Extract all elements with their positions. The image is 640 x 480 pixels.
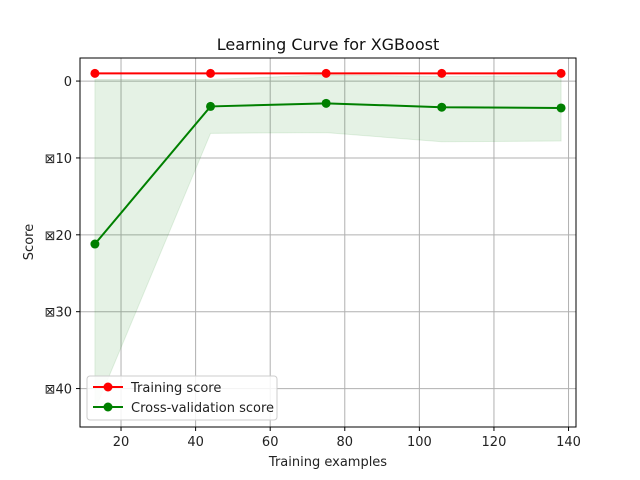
legend-cv-marker [103, 402, 113, 412]
training-score-point [321, 68, 331, 78]
x-tick-label: 60 [262, 435, 279, 450]
x-tick-label: 80 [337, 435, 354, 450]
y-tick-label: ⊠20 [45, 229, 72, 244]
legend-training-marker [103, 382, 113, 392]
legend-box [86, 375, 278, 421]
x-axis-label: Training examples [268, 455, 387, 470]
cv-score-point [437, 102, 447, 112]
confidence-bands [94, 72, 562, 411]
training-score-point [437, 68, 447, 78]
y-axis-label: Score [22, 224, 37, 260]
x-tick-label: 20 [113, 435, 130, 450]
x-tick-label: 100 [407, 435, 432, 450]
training-score-point [90, 68, 100, 78]
training-score-point [206, 68, 216, 78]
cv-score-point [206, 101, 216, 111]
x-tick-label: 140 [556, 435, 581, 450]
x-tick-label: 120 [482, 435, 507, 450]
y-tick-label: ⊠10 [45, 152, 72, 167]
y-tick-label: ⊠30 [45, 306, 72, 321]
y-tick-label: ⊠40 [45, 383, 72, 398]
plot-area-frame [79, 57, 577, 428]
legend-cv-label: Cross-validation score [131, 401, 274, 416]
y-axis-ticks: 0 ⊠10 ⊠20 ⊠30 ⊠40 [45, 75, 80, 398]
cv-score-point [321, 98, 331, 108]
legend: Training score Cross-validation score [86, 375, 278, 421]
cv-score-point [90, 239, 100, 249]
x-tick-label: 40 [187, 435, 204, 450]
y-tick-label: 0 [64, 75, 72, 90]
cv-score-point [556, 103, 566, 113]
series-lines [90, 68, 566, 249]
x-axis-ticks: 20 40 60 80 100 120 140 [113, 427, 581, 450]
legend-training-label: Training score [130, 381, 221, 396]
cv-score-band [94, 74, 562, 411]
chart-title: Learning Curve for XGBoost [217, 35, 439, 54]
training-score-point [556, 68, 566, 78]
